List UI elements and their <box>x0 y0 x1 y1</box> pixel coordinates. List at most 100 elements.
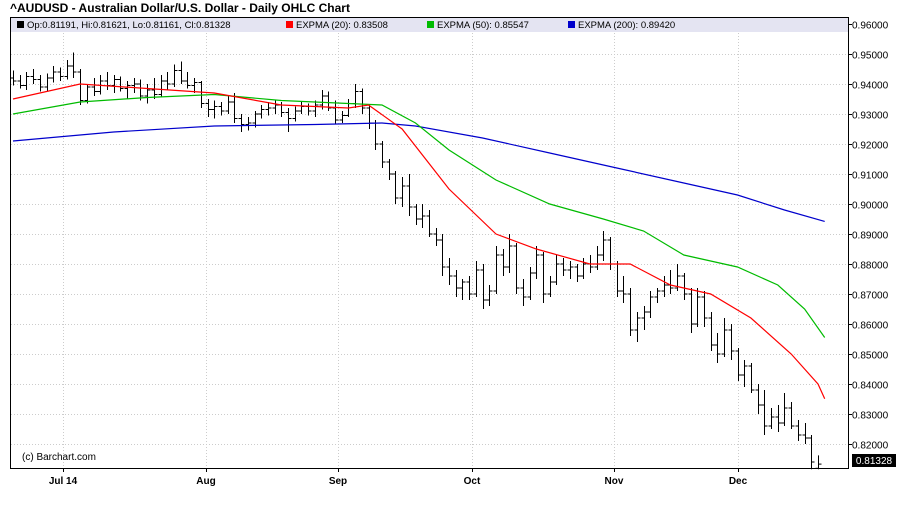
ohlc-bar <box>104 72 111 90</box>
ohlc-bar <box>433 228 440 246</box>
y-tick-label: 0.95000 <box>852 51 889 62</box>
ohlc-bar <box>325 91 332 111</box>
ohlc-bar <box>661 276 668 297</box>
x-tick-label: Oct <box>464 476 481 487</box>
ohlc-bar <box>366 105 373 129</box>
legend-swatch <box>568 21 575 28</box>
legend-swatch <box>427 21 434 28</box>
legend-label: Op:0.81191, Hi:0.81621, Lo:0.81161, Cl:0… <box>27 20 231 31</box>
ohlc-bar <box>533 246 540 279</box>
ohlc-bar <box>667 270 674 294</box>
ohlc-bar <box>37 75 44 92</box>
legend-swatch <box>17 21 24 28</box>
ohlc-bar <box>748 363 755 393</box>
ohlc-bar <box>728 324 735 360</box>
last-price-label: 0.81328 <box>856 456 893 467</box>
ohlc-bar <box>540 252 547 303</box>
ohlc-bar <box>218 102 225 116</box>
ohlc-bar <box>768 408 775 429</box>
ohlc-bar <box>252 111 259 128</box>
ohlc-bar <box>547 276 554 297</box>
ohlc-bar <box>386 159 393 180</box>
plot-frame <box>10 17 849 469</box>
ohlc-bar <box>486 285 493 306</box>
ohlc-bar <box>265 102 272 116</box>
ohlc-bar <box>225 96 232 114</box>
y-axis: 0.82000 0.83000 0.84000 0.85000 0.86000 0.870… <box>848 21 889 452</box>
ohlc-bar <box>459 279 466 300</box>
y-tick-label: 0.86000 <box>852 321 889 332</box>
ohlc-bar <box>97 75 104 95</box>
x-tick-label: Sep <box>329 476 347 487</box>
ohlc-bar <box>178 61 185 84</box>
legend-item: EXPMA (50): 0.85547 <box>427 20 529 31</box>
ohlc-bar <box>124 81 131 99</box>
ohlc-bar <box>50 66 57 83</box>
ohlc-bar <box>379 141 386 168</box>
legend-label: EXPMA (200): 0.89420 <box>578 20 675 31</box>
y-tick-label: 0.96000 <box>852 21 889 32</box>
ohlc-bar <box>392 171 399 204</box>
y-tick-label: 0.89000 <box>852 231 889 242</box>
ohlc-bars <box>10 52 822 470</box>
ohlc-bar <box>144 84 151 104</box>
ohlc-bar <box>761 390 768 435</box>
ohlc-bar <box>184 72 191 89</box>
y-tick-label: 0.84000 <box>852 381 889 392</box>
y-tick-label: 0.88000 <box>852 261 889 272</box>
ohlc-bar <box>158 75 165 98</box>
ohlc-bar <box>788 402 795 429</box>
y-tick-label: 0.92000 <box>852 141 889 152</box>
ohlc-bar <box>701 291 708 327</box>
ohlc-bar <box>339 111 346 123</box>
ohlc-bar <box>480 264 487 309</box>
x-tick-label: Dec <box>729 476 748 487</box>
ohlc-bar <box>298 102 305 114</box>
ohlc-bar <box>741 360 748 387</box>
ohlc-bar <box>600 231 607 261</box>
ema20-line <box>12 83 826 399</box>
ohlc-bar <box>426 210 433 237</box>
ohlc-bar <box>567 261 574 279</box>
ema50-line <box>12 93 826 338</box>
ohlc-bar <box>520 279 527 306</box>
y-tick-label: 0.83000 <box>852 411 889 422</box>
y-tick-label: 0.90000 <box>852 201 889 212</box>
ohlc-bar <box>131 78 138 93</box>
ohlc-bar <box>527 267 534 300</box>
ohlc-bar <box>708 312 715 351</box>
ohlc-bar <box>231 93 238 123</box>
legend-label: EXPMA (20): 0.83508 <box>296 20 388 31</box>
chart-title: ^AUDUSD - Australian Dollar/U.S. Dollar … <box>10 1 350 15</box>
x-tick-label: Nov <box>605 476 624 487</box>
ohlc-bar <box>439 234 446 276</box>
ohlc-bar <box>91 78 98 96</box>
y-tick-label: 0.91000 <box>852 171 889 182</box>
ohlc-bar <box>607 237 614 270</box>
ohlc-bar <box>23 72 30 90</box>
ohlc-bar <box>735 348 742 381</box>
grid-lines <box>11 18 848 468</box>
ohlc-bar <box>513 243 520 294</box>
ohlc-bar <box>580 258 587 279</box>
ohlc-bar <box>808 435 815 470</box>
legend-swatch <box>286 21 293 28</box>
ohlc-bar <box>627 288 634 336</box>
y-tick-label: 0.82000 <box>852 441 889 452</box>
ohlc-bar <box>238 114 245 132</box>
ohlc-bar <box>406 174 413 216</box>
legend-item: Op:0.81191, Hi:0.81621, Lo:0.81161, Cl:0… <box>17 20 231 31</box>
ohlc-bar <box>413 204 420 225</box>
ohlc-bar <box>553 255 560 285</box>
ohlc-bar <box>399 177 406 207</box>
ohlc-bar <box>312 100 319 117</box>
ohlc-bar <box>614 261 621 297</box>
ohlc-bar <box>654 288 661 303</box>
x-axis: Jul 14 Aug Sep Oct Nov Dec <box>49 468 748 487</box>
ohlc-bar <box>372 120 379 150</box>
ohlc-bar <box>560 258 567 276</box>
ohlc-bar <box>634 312 641 342</box>
ohlc-bar <box>258 105 265 119</box>
ohlc-bar <box>245 117 252 131</box>
